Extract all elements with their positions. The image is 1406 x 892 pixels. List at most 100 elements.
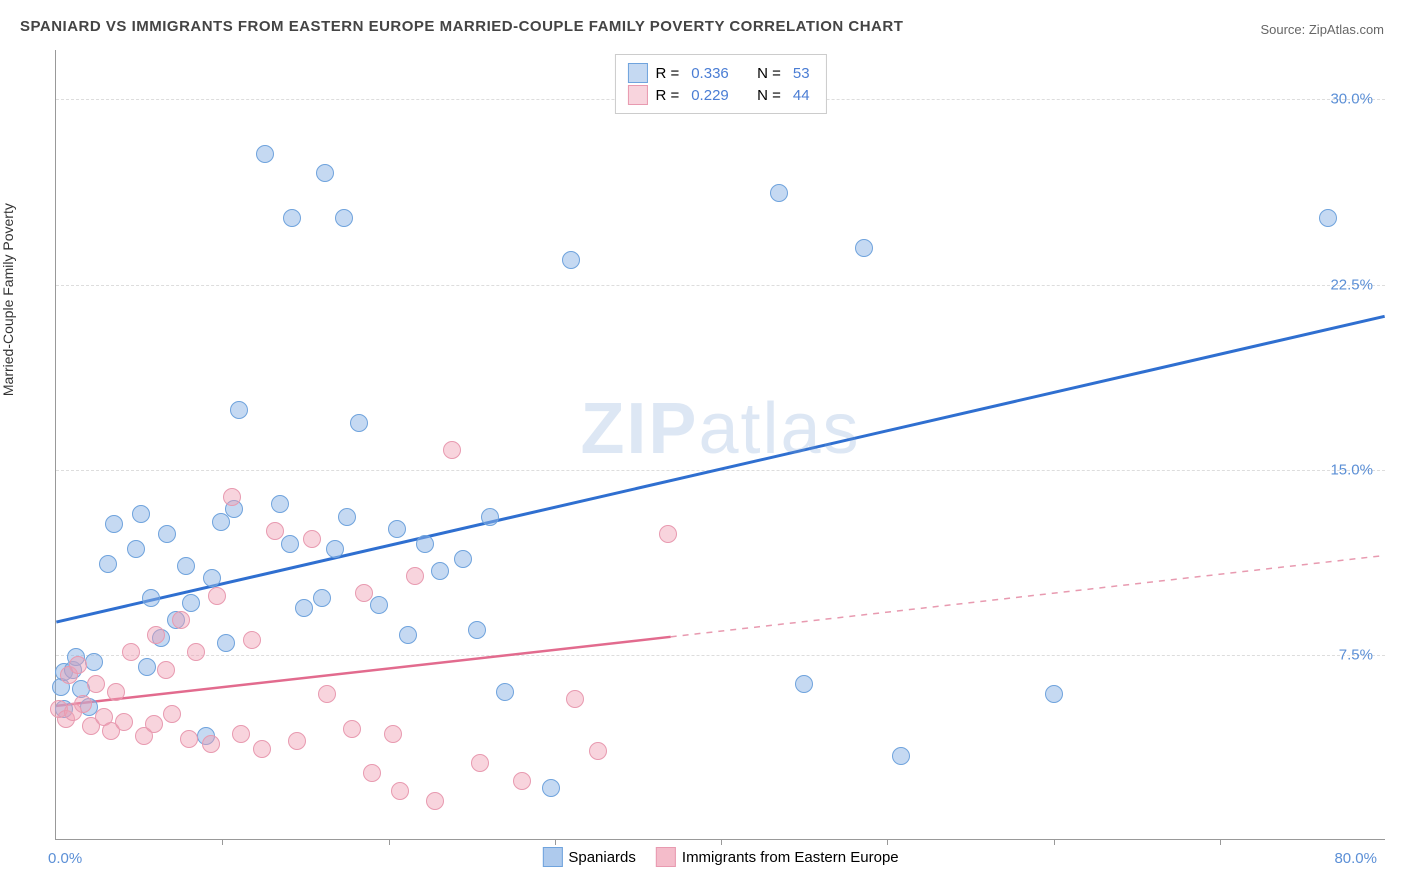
n-value-2: 44 <box>793 87 810 104</box>
r-value-1: 0.336 <box>691 65 729 82</box>
scatter-point <box>443 441 461 459</box>
points-layer <box>56 50 1385 839</box>
scatter-point <box>416 535 434 553</box>
legend-item-2: Immigrants from Eastern Europe <box>656 847 899 867</box>
scatter-point <box>177 557 195 575</box>
plot-area: ZIPatlas 7.5%15.0%22.5%30.0% 0.0% 80.0% … <box>55 50 1385 840</box>
scatter-point <box>496 683 514 701</box>
x-tick <box>1054 839 1055 845</box>
scatter-point <box>115 713 133 731</box>
scatter-point <box>182 594 200 612</box>
scatter-point <box>1319 209 1337 227</box>
scatter-point <box>370 596 388 614</box>
source-attribution: Source: ZipAtlas.com <box>1260 22 1384 37</box>
r-label-1: R = <box>655 65 679 82</box>
scatter-point <box>217 634 235 652</box>
scatter-point <box>406 567 424 585</box>
correlation-row-2: R = 0.229 N = 44 <box>627 85 813 105</box>
scatter-point <box>132 505 150 523</box>
scatter-point <box>892 747 910 765</box>
legend-swatch-2 <box>656 847 676 867</box>
x-max-label: 80.0% <box>1334 850 1377 867</box>
legend-item-1: Spaniards <box>542 847 636 867</box>
scatter-point <box>122 643 140 661</box>
scatter-point <box>399 626 417 644</box>
scatter-point <box>202 735 220 753</box>
scatter-point <box>542 779 560 797</box>
scatter-point <box>303 530 321 548</box>
scatter-point <box>288 732 306 750</box>
scatter-point <box>145 715 163 733</box>
scatter-point <box>172 611 190 629</box>
scatter-point <box>107 683 125 701</box>
scatter-point <box>158 525 176 543</box>
scatter-point <box>243 631 261 649</box>
series-legend: Spaniards Immigrants from Eastern Europe <box>534 845 906 869</box>
scatter-point <box>468 621 486 639</box>
scatter-point <box>589 742 607 760</box>
scatter-point <box>105 515 123 533</box>
r-value-2: 0.229 <box>691 87 729 104</box>
scatter-point <box>454 550 472 568</box>
scatter-point <box>142 589 160 607</box>
scatter-point <box>313 589 331 607</box>
scatter-point <box>316 164 334 182</box>
scatter-point <box>208 587 226 605</box>
scatter-point <box>326 540 344 558</box>
n-label-1: N = <box>757 65 781 82</box>
scatter-point <box>147 626 165 644</box>
scatter-point <box>384 725 402 743</box>
scatter-point <box>350 414 368 432</box>
scatter-point <box>481 508 499 526</box>
scatter-point <box>203 569 221 587</box>
scatter-point <box>795 675 813 693</box>
scatter-point <box>659 525 677 543</box>
scatter-point <box>283 209 301 227</box>
scatter-point <box>855 239 873 257</box>
scatter-point <box>187 643 205 661</box>
chart-title: SPANIARD VS IMMIGRANTS FROM EASTERN EURO… <box>20 18 903 35</box>
scatter-point <box>562 251 580 269</box>
scatter-point <box>431 562 449 580</box>
scatter-point <box>338 508 356 526</box>
scatter-point <box>426 792 444 810</box>
legend-swatch-1 <box>542 847 562 867</box>
scatter-point <box>391 782 409 800</box>
scatter-point <box>232 725 250 743</box>
x-tick <box>389 839 390 845</box>
legend-label-2: Immigrants from Eastern Europe <box>682 849 899 866</box>
scatter-point <box>256 145 274 163</box>
scatter-point <box>180 730 198 748</box>
correlation-row-1: R = 0.336 N = 53 <box>627 63 813 83</box>
scatter-point <box>355 584 373 602</box>
scatter-point <box>343 720 361 738</box>
scatter-point <box>566 690 584 708</box>
scatter-point <box>770 184 788 202</box>
scatter-point <box>99 555 117 573</box>
x-origin-label: 0.0% <box>48 850 82 867</box>
x-tick <box>1220 839 1221 845</box>
scatter-point <box>271 495 289 513</box>
scatter-point <box>266 522 284 540</box>
scatter-point <box>157 661 175 679</box>
scatter-point <box>69 656 87 674</box>
swatch-series-2 <box>627 85 647 105</box>
scatter-point <box>363 764 381 782</box>
legend-label-1: Spaniards <box>568 849 636 866</box>
scatter-point <box>127 540 145 558</box>
n-label-2: N = <box>757 87 781 104</box>
scatter-point <box>318 685 336 703</box>
scatter-point <box>85 653 103 671</box>
scatter-point <box>471 754 489 772</box>
scatter-point <box>230 401 248 419</box>
scatter-point <box>163 705 181 723</box>
scatter-point <box>74 695 92 713</box>
scatter-point <box>1045 685 1063 703</box>
scatter-point <box>295 599 313 617</box>
scatter-point <box>388 520 406 538</box>
scatter-point <box>513 772 531 790</box>
scatter-point <box>335 209 353 227</box>
n-value-1: 53 <box>793 65 810 82</box>
scatter-point <box>138 658 156 676</box>
y-axis-label: Married-Couple Family Poverty <box>0 203 16 396</box>
